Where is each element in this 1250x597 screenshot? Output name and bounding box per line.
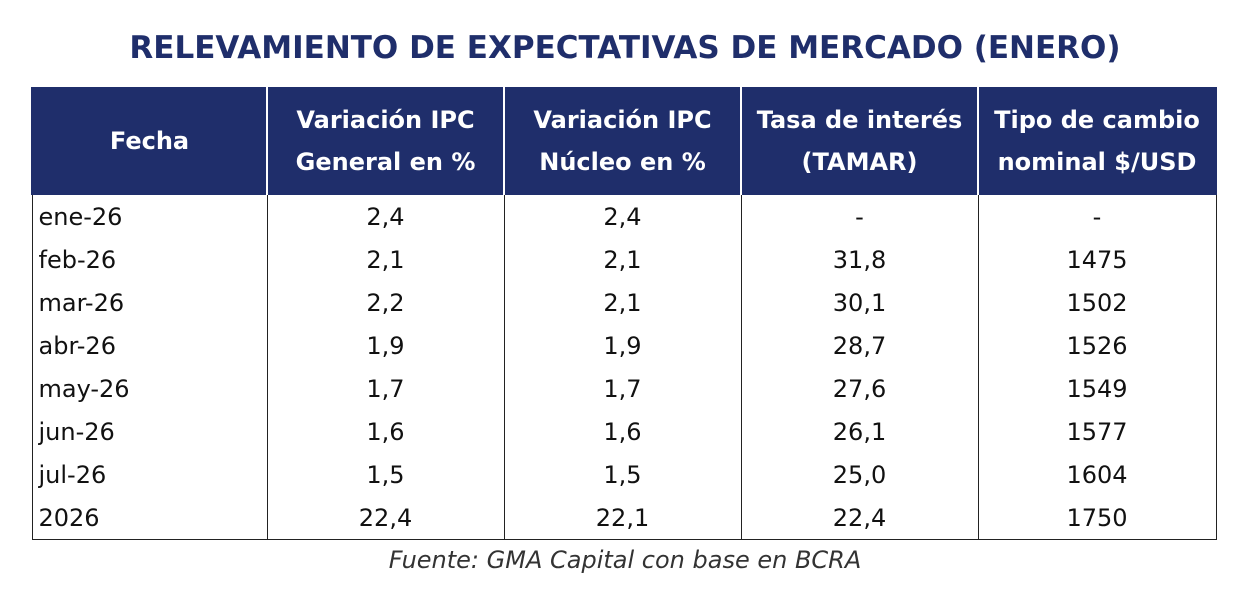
column-header-tipo-cambio: Tipo de cambio nominal $/USD (977, 87, 1217, 195)
table-cell: 1,9 (503, 324, 742, 367)
table-cell-fecha: 2026 (31, 496, 268, 540)
table-cell: 1,7 (266, 367, 505, 410)
table-cell: 2,4 (503, 195, 742, 238)
table-cell: 2,1 (266, 238, 505, 281)
table-cell: 1549 (977, 367, 1217, 410)
table-cell: 22,4 (266, 496, 505, 540)
table-cell: - (977, 195, 1217, 238)
table-header-row: Fecha Variación IPC General en % Variaci… (31, 87, 1217, 195)
column-header-line: Núcleo en % (539, 148, 706, 176)
expectations-table: Fecha Variación IPC General en % Variaci… (31, 87, 1217, 540)
table-row: 2026 22,4 22,1 22,4 1750 (31, 496, 1217, 540)
table-cell-fecha: feb-26 (31, 238, 268, 281)
table-cell-fecha: may-26 (31, 367, 268, 410)
table-cell: 25,0 (740, 453, 979, 496)
table-cell: 2,1 (503, 238, 742, 281)
table-cell: 22,4 (740, 496, 979, 540)
table-cell: - (740, 195, 979, 238)
column-header-line: Tasa de interés (756, 106, 963, 134)
table-cell: 26,1 (740, 410, 979, 453)
source-note: Fuente: GMA Capital con base en BCRA (388, 546, 862, 574)
column-header-tasa-interes: Tasa de interés (TAMAR) (740, 87, 979, 195)
column-header-line: Variación IPC (296, 106, 475, 134)
table-cell: 1,5 (503, 453, 742, 496)
table-cell: 1577 (977, 410, 1217, 453)
table-cell: 2,1 (503, 281, 742, 324)
column-header-line: Tipo de cambio (994, 106, 1200, 134)
table-cell: 1,9 (266, 324, 505, 367)
table-cell: 2,2 (266, 281, 505, 324)
table-row: jul-26 1,5 1,5 25,0 1604 (31, 453, 1217, 496)
table-row: abr-26 1,9 1,9 28,7 1526 (31, 324, 1217, 367)
table-cell: 1604 (977, 453, 1217, 496)
table-cell: 28,7 (740, 324, 979, 367)
table-cell: 22,1 (503, 496, 742, 540)
table-cell: 27,6 (740, 367, 979, 410)
table-cell: 30,1 (740, 281, 979, 324)
table-row: may-26 1,7 1,7 27,6 1549 (31, 367, 1217, 410)
column-header-line: (TAMAR) (801, 148, 918, 176)
table-cell: 1475 (977, 238, 1217, 281)
table-cell-fecha: jul-26 (31, 453, 268, 496)
table-cell: 1526 (977, 324, 1217, 367)
table-cell: 1,6 (266, 410, 505, 453)
table-cell: 1,5 (266, 453, 505, 496)
table-row: feb-26 2,1 2,1 31,8 1475 (31, 238, 1217, 281)
table-cell: 1750 (977, 496, 1217, 540)
table-cell-fecha: mar-26 (31, 281, 268, 324)
table-cell-fecha: abr-26 (31, 324, 268, 367)
table-row: mar-26 2,2 2,1 30,1 1502 (31, 281, 1217, 324)
table-cell: 1,7 (503, 367, 742, 410)
table-cell: 2,4 (266, 195, 505, 238)
column-header-ipc-nucleo: Variación IPC Núcleo en % (503, 87, 742, 195)
column-header-line: nominal $/USD (997, 148, 1197, 176)
table-cell-fecha: jun-26 (31, 410, 268, 453)
column-header-line: Variación IPC (533, 106, 712, 134)
table-cell: 31,8 (740, 238, 979, 281)
table-cell: 1502 (977, 281, 1217, 324)
table-body: ene-26 2,4 2,4 - - feb-26 2,1 2,1 31,8 1… (31, 195, 1217, 540)
column-header-ipc-general: Variación IPC General en % (266, 87, 505, 195)
table-cell-fecha: ene-26 (31, 195, 268, 238)
table-row: jun-26 1,6 1,6 26,1 1577 (31, 410, 1217, 453)
column-header-line: General en % (295, 148, 476, 176)
page-title: RELEVAMIENTO DE EXPECTATIVAS DE MERCADO … (129, 30, 1121, 66)
table-cell: 1,6 (503, 410, 742, 453)
column-header-fecha: Fecha (31, 87, 268, 195)
column-header-line: Fecha (109, 127, 190, 155)
table-row: ene-26 2,4 2,4 - - (31, 195, 1217, 238)
